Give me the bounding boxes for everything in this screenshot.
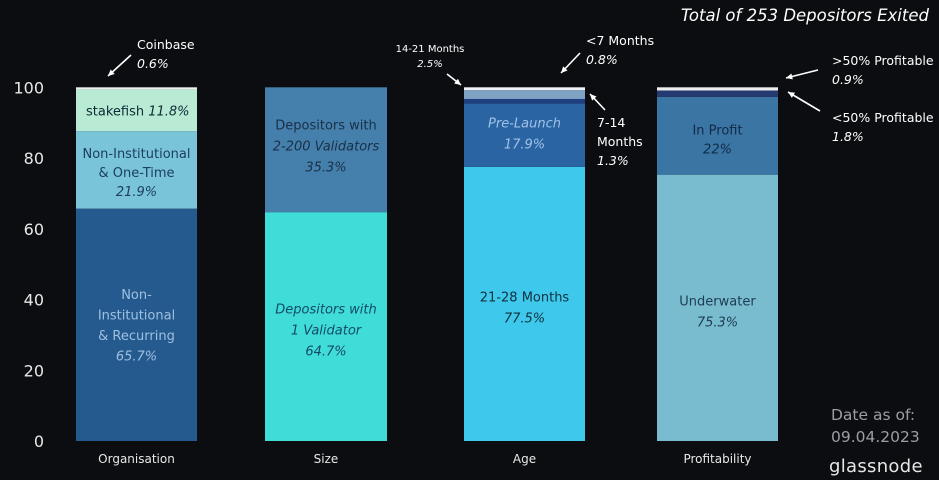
segment-label-depositors-with-2-200-validators: Depositors with: [275, 119, 376, 134]
segment-label-depositors-with-1-validator: 1 Validator: [291, 324, 363, 339]
date-value: 09.04.2023: [831, 428, 920, 446]
segment-label-non-institutional-one-time: Non-Institutional: [83, 147, 191, 162]
coinbase-arrowhead: [108, 69, 115, 76]
annotation-percent-14-21-months: 2.5%: [417, 59, 442, 70]
segment-label-depositors-with-1-validator: Depositors with: [275, 303, 376, 318]
bar-segment-age-pre-launch: [464, 103, 585, 167]
annotation-percent-7-months: 0.8%: [586, 52, 618, 67]
segment-percent-non-institutional-one-time: 21.9%: [116, 185, 157, 200]
segment-percent-pre-launch: 17.9%: [504, 138, 545, 153]
annotation-percent-7-14-months: 1.3%: [597, 153, 629, 168]
segment-label-pre-launch: Pre-Launch: [488, 117, 561, 132]
annotation-50-profitable: >50% Profitable: [832, 53, 934, 68]
under-50-profitable-arrowhead: [788, 92, 795, 98]
annotation-7-14-months: Months: [597, 134, 643, 149]
y-tick-60: 60: [24, 220, 44, 239]
bar-segment-organisation-stakefish: [76, 89, 197, 132]
segment-label-stakefish: stakefish 11.8%: [86, 104, 190, 119]
category-label-organisation: Organisation: [98, 452, 175, 466]
annotation-percent-coinbase: 0.6%: [137, 56, 169, 71]
segment-percent-depositors-with-1-validator: 64.7%: [305, 345, 346, 360]
y-tick-40: 40: [24, 291, 44, 310]
segment-percent-21-28-months: 77.5%: [504, 311, 545, 326]
bar-segment-profitability-50-profitable: [657, 90, 778, 97]
annotation-coinbase: Coinbase: [137, 37, 195, 52]
segment-label-21-28-months: 21-28 Months: [480, 290, 570, 305]
bar-segment-size-depositors-with-2-200-validators: [265, 87, 387, 213]
y-tick-0: 0: [34, 432, 44, 451]
category-label-age: Age: [513, 452, 536, 466]
annotation-percent-50-profitable: 0.9%: [832, 72, 864, 87]
y-tick-20: 20: [24, 361, 44, 380]
age-under-7-months-arrowhead: [561, 66, 568, 73]
y-tick-100: 100: [13, 78, 44, 97]
category-label-size: Size: [314, 452, 339, 466]
annotation-7-months: <7 Months: [586, 33, 654, 48]
bar-segment-organisation-non-institutional-recurring: [76, 208, 197, 441]
segment-percent-underwater: 75.3%: [697, 315, 738, 330]
segment-label-depositors-with-2-200-validators: 2-200 Validators: [273, 140, 380, 155]
chart-title: Total of 253 Depositors Exited: [681, 6, 930, 25]
annotation-percent-50-profitable: 1.8%: [832, 129, 864, 144]
bar-segment-organisation-non-institutional-one-time: [76, 131, 197, 209]
bar-segment-age-7-months: [464, 87, 585, 91]
bar-segment-organisation-coinbase: [76, 87, 197, 90]
bar-segment-age-14-21-months: [464, 90, 585, 99]
segment-percent-in-profit: 22%: [703, 142, 732, 157]
date-label: Date as of:: [831, 406, 915, 424]
segment-percent-non-institutional-recurring: 65.7%: [116, 350, 157, 365]
bar-segment-size-depositors-with-1-validator: [265, 212, 387, 441]
bar-segment-age-7-14-months: [464, 98, 585, 104]
segment-label-non-institutional-recurring: & Recurring: [98, 329, 175, 344]
age-14-21-months-arrowhead: [454, 78, 461, 85]
age-7-14-months-arrowhead: [590, 94, 597, 101]
over-50-profitable-arrowhead: [786, 73, 793, 80]
annotation-14-21-months: 14-21 Months: [396, 44, 465, 55]
bar-segment-profitability-in-profit: [657, 96, 778, 175]
segment-label-in-profit: In Profit: [692, 123, 742, 138]
glassnode-logo: glassnode: [829, 456, 923, 477]
bar-segment-profitability-underwater: [657, 174, 778, 442]
segment-label-non-institutional-one-time: & One-Time: [98, 166, 174, 181]
bar-segment-age-21-28-months: [464, 166, 585, 441]
y-tick-80: 80: [24, 149, 44, 168]
bar-segment-profitability-50-profitable: [657, 87, 778, 91]
segment-label-non-institutional-recurring: Non-: [121, 288, 152, 303]
annotation-7-14-months: 7-14: [597, 115, 625, 130]
segment-label-underwater: Underwater: [679, 294, 756, 309]
annotation-50-profitable: <50% Profitable: [832, 110, 934, 125]
category-label-profitability: Profitability: [683, 452, 751, 466]
segment-label-non-institutional-recurring: Institutional: [98, 309, 175, 324]
segment-percent-depositors-with-2-200-validators: 35.3%: [305, 161, 346, 176]
